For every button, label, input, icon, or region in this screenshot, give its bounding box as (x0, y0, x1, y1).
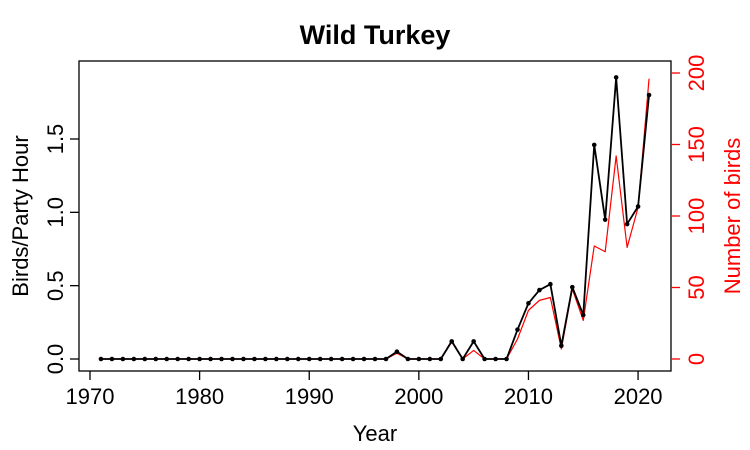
y-tick-label-right: 200 (684, 55, 709, 92)
x-tick-label: 1980 (175, 384, 224, 409)
data-point (427, 356, 433, 362)
axis-ticks: 1970 1980 1990 2000 2010 2020 0.0 0.5 1.0 1.5 0 50 1… (43, 55, 709, 409)
data-point (493, 356, 498, 362)
data-point (372, 356, 378, 362)
data-point (646, 92, 652, 98)
series-layer (98, 75, 652, 362)
data-point (394, 349, 400, 354)
data-point (515, 327, 520, 332)
data-point (624, 221, 630, 227)
data-point (131, 356, 137, 362)
x-tick-label: 2020 (614, 384, 663, 409)
plot-frame (78, 60, 672, 372)
data-point (153, 356, 159, 362)
y-tick-label-left: 1.0 (43, 197, 68, 228)
data-point (537, 287, 542, 293)
data-point (482, 356, 487, 362)
data-point (504, 356, 509, 362)
data-point (98, 356, 104, 362)
data-point (186, 356, 191, 362)
y-tick-label-right: 50 (684, 275, 709, 299)
data-point (142, 356, 148, 362)
data-point (580, 312, 586, 318)
data-point (328, 356, 334, 362)
x-tick-label: 2000 (394, 384, 443, 409)
data-point (460, 356, 465, 362)
data-point (613, 75, 619, 80)
data-point (339, 356, 345, 362)
data-point (559, 343, 564, 349)
data-point (219, 356, 224, 362)
data-point (197, 356, 202, 362)
y-tick-label-left: 1.5 (43, 124, 68, 155)
data-point (109, 356, 115, 362)
data-point (405, 356, 411, 362)
data-point (570, 284, 575, 290)
data-point (591, 142, 597, 148)
data-point (252, 356, 257, 362)
data-point (602, 217, 608, 222)
x-tick-label: 2010 (504, 384, 553, 409)
data-point (526, 300, 531, 306)
y-tick-label-right: 150 (684, 126, 709, 163)
series-line-birds-per-party-hour (100, 76, 650, 360)
data-point (449, 339, 455, 344)
x-tick-label: 1990 (285, 384, 334, 409)
data-point (285, 356, 290, 362)
data-point (274, 356, 279, 362)
data-point (438, 356, 444, 362)
data-point (241, 356, 246, 362)
data-point (175, 356, 180, 362)
data-point (295, 356, 301, 362)
data-point (361, 356, 367, 362)
data-point (548, 281, 553, 287)
data-point (208, 356, 213, 362)
data-point (416, 356, 422, 362)
data-point (471, 339, 476, 344)
data-point (317, 356, 323, 362)
data-point (263, 356, 268, 362)
y-tick-label-left: 0.5 (43, 270, 68, 301)
y-axis-label-left: Birds/Party Hour (8, 135, 33, 296)
data-point (164, 356, 170, 362)
data-point (230, 356, 235, 362)
data-point (635, 204, 641, 209)
data-point (383, 356, 389, 362)
x-axis-label: Year (353, 421, 397, 446)
data-point (120, 356, 126, 362)
x-tick-label: 1970 (66, 384, 115, 409)
chart-title: Wild Turkey (300, 20, 451, 50)
y-tick-label-right: 0 (684, 353, 709, 365)
data-point (350, 356, 356, 362)
y-tick-label-right: 100 (684, 198, 709, 235)
y-tick-label-left: 0.0 (43, 344, 68, 375)
data-point (306, 356, 312, 362)
y-axis-label-right: Number of birds (720, 138, 745, 295)
